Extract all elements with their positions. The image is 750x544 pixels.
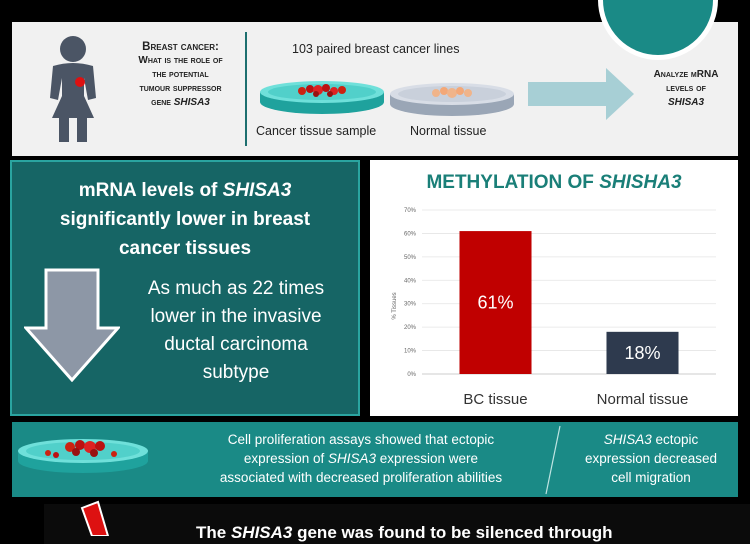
category-label: Normal tissue bbox=[597, 391, 689, 408]
finding-sub-line-4: subtype bbox=[202, 362, 270, 383]
chart-categories: BC tissue Normal tissue bbox=[463, 391, 688, 408]
y-tick-label: 0% bbox=[407, 372, 416, 378]
bar-normal-tissue bbox=[606, 331, 679, 374]
prolif-line-2-prefix: expression of bbox=[243, 451, 328, 466]
finding-head-prefix: mRNA levels of bbox=[78, 180, 223, 201]
strip-divider bbox=[545, 425, 561, 495]
chart-y-ticks: 0% 10% 20% 30% 40% 50% 60% 70% bbox=[404, 208, 417, 378]
question-line-4: tumour suppressor bbox=[139, 83, 222, 94]
header-divider bbox=[245, 32, 247, 146]
cancer-tissue-label: Cancer tissue sample bbox=[256, 124, 377, 138]
methylation-bar-chart: 0% 10% 20% 30% 40% 50% 60% 70% % Tissues 61% 18%… bbox=[392, 208, 716, 408]
cancer-dish-icon bbox=[260, 81, 384, 114]
normal-tissue-label: Normal tissue bbox=[410, 124, 487, 138]
finding-head-line-3: cancer tissues bbox=[118, 238, 252, 259]
analyze-step: Analyze mRNA levels of SHISA3 bbox=[636, 68, 736, 110]
migration-finding: SHISA3 ectopic expression decreased cell… bbox=[566, 430, 736, 487]
finding-sub-line-3: ductal carcinoma bbox=[164, 334, 308, 355]
down-arrow-icon bbox=[24, 268, 120, 382]
finding-head-line-2: significantly lower in breast bbox=[59, 209, 311, 230]
finding-gene: SHISA3 bbox=[222, 180, 292, 201]
chart-y-axis-label: % Tissues bbox=[392, 292, 398, 319]
analyze-line-1: Analyze mRNA bbox=[653, 69, 719, 80]
chart-title-gene: SHISHA3 bbox=[599, 172, 682, 193]
banner-suffix: gene was found to be silenced through bbox=[292, 523, 613, 542]
y-tick-label: 30% bbox=[404, 302, 417, 308]
y-tick-label: 20% bbox=[404, 325, 417, 331]
normal-dish-icon bbox=[390, 83, 514, 116]
y-tick-label: 40% bbox=[404, 278, 417, 284]
migr-line-3: cell migration bbox=[611, 470, 691, 485]
category-label: BC tissue bbox=[463, 391, 527, 408]
banner-gene: SHISA3 bbox=[230, 523, 293, 542]
chart-bars: 61% 18% bbox=[459, 231, 679, 374]
prolif-line-3: associated with decreased proliferation … bbox=[219, 470, 503, 485]
right-arrow-icon bbox=[528, 68, 634, 120]
finding-sub-line-1: As much as 22 times bbox=[147, 278, 325, 299]
y-tick-label: 50% bbox=[404, 255, 417, 261]
bar-value-label: 61% bbox=[477, 293, 513, 313]
proliferation-finding: Cell proliferation assays showed that ec… bbox=[176, 430, 546, 487]
exclamation-icon bbox=[80, 500, 110, 536]
chart-title-prefix: Methylation of bbox=[426, 172, 600, 193]
bar-value-label: 18% bbox=[624, 343, 660, 363]
prolif-gene: SHISA3 bbox=[327, 451, 376, 466]
woman-icon bbox=[50, 36, 96, 142]
sample-count: 103 paired breast cancer lines bbox=[292, 42, 460, 56]
analyze-gene: SHISA3 bbox=[667, 97, 705, 108]
y-tick-label: 70% bbox=[404, 208, 417, 214]
analyze-line-2: levels of bbox=[666, 83, 706, 94]
finding-headline: mRNA levels of SHISA3 significantly lowe… bbox=[10, 176, 360, 263]
finding-detail: As much as 22 times lower in the invasiv… bbox=[122, 275, 350, 387]
question-line-2: What is the role of bbox=[138, 55, 223, 66]
finding-sub-line-2: lower in the invasive bbox=[150, 306, 322, 327]
chart-title: Methylation of SHISHA3 bbox=[370, 172, 738, 194]
banner-prefix: The bbox=[196, 523, 231, 542]
question-line-5-prefix: gene bbox=[151, 97, 174, 108]
prolif-line-2-suffix: expression were bbox=[376, 451, 479, 466]
migr-line-1-suffix: ectopic bbox=[651, 432, 699, 447]
proliferation-dish-icon bbox=[18, 439, 148, 473]
question-line-1: Breast cancer: bbox=[142, 41, 219, 53]
question-line-3: the potential bbox=[152, 69, 209, 80]
y-tick-label: 10% bbox=[404, 349, 417, 355]
bar-bc-tissue bbox=[459, 231, 532, 374]
migr-gene: SHISA3 bbox=[603, 432, 652, 447]
migr-line-2: expression decreased bbox=[584, 451, 718, 466]
prolif-line-1: Cell proliferation assays showed that ec… bbox=[227, 432, 495, 447]
research-question: Breast cancer: What is the role of the p… bbox=[118, 40, 243, 110]
banner-text: The SHISA3 gene was found to be silenced… bbox=[196, 523, 613, 543]
question-gene: SHISA3 bbox=[173, 97, 210, 108]
y-tick-label: 60% bbox=[404, 231, 417, 237]
